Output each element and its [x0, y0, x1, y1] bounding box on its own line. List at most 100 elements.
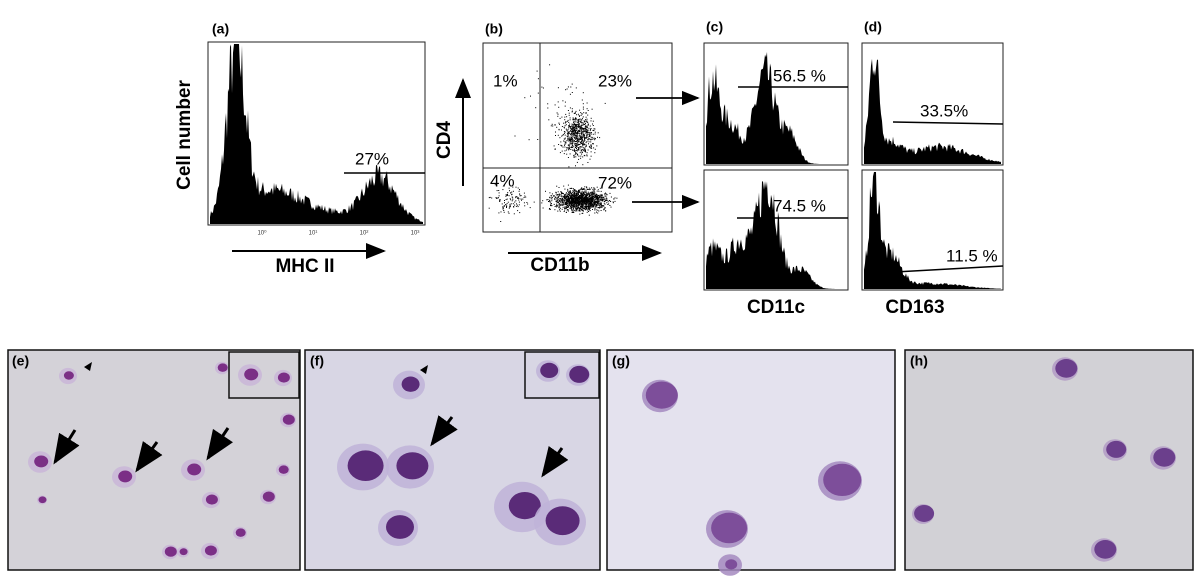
dot: [583, 136, 585, 138]
cells: [28, 357, 1176, 576]
dot: [580, 192, 582, 194]
dot: [590, 193, 592, 195]
dot: [551, 198, 553, 200]
dot: [566, 135, 568, 137]
dot: [559, 204, 561, 206]
dot: [594, 189, 595, 191]
dot: [600, 202, 602, 204]
dot: [574, 209, 576, 211]
dot: [586, 211, 588, 213]
dot: [573, 197, 575, 199]
dot: [582, 208, 584, 210]
dot: [590, 191, 592, 193]
dot: [576, 210, 578, 212]
dot: [571, 137, 573, 139]
nucleus: [235, 528, 246, 537]
dot: [588, 214, 590, 216]
dot: [596, 204, 598, 206]
dot: [575, 138, 577, 140]
dot: [568, 204, 570, 206]
dot: [578, 147, 580, 149]
dot: [570, 207, 572, 209]
dot: [597, 197, 599, 199]
dot: [567, 144, 569, 146]
dot: [590, 155, 592, 157]
dot: [583, 150, 585, 152]
dot: [557, 205, 558, 207]
pointer-arrow: [206, 427, 233, 461]
dot: [589, 200, 590, 202]
dot: [600, 207, 602, 209]
dot: [586, 137, 588, 139]
dot: [571, 209, 573, 211]
dot: [568, 114, 570, 116]
dot: [503, 205, 505, 207]
dot: [595, 194, 596, 196]
dot: [579, 126, 580, 127]
dot: [563, 131, 565, 132]
dot: [568, 138, 570, 140]
dot: [581, 153, 583, 155]
dot: [590, 201, 592, 203]
dot: [558, 207, 560, 209]
dot: [603, 205, 605, 207]
dot: [592, 200, 594, 202]
dot: [573, 189, 575, 191]
dot: [594, 204, 596, 206]
dot: [572, 124, 574, 126]
dot: [584, 194, 586, 195]
panel-label: (b): [485, 21, 503, 37]
dot: [559, 210, 561, 212]
nucleus: [38, 496, 47, 504]
dot: [556, 204, 558, 206]
dot: [567, 119, 569, 121]
dot: [508, 207, 510, 209]
dot: [571, 111, 573, 113]
dot: [577, 147, 579, 148]
dot: [576, 148, 577, 149]
dot: [549, 64, 551, 66]
dot: [600, 201, 602, 203]
dot: [578, 198, 579, 200]
dot: [602, 200, 604, 202]
dot: [585, 203, 587, 205]
dot: [597, 199, 599, 201]
dot: [592, 194, 594, 196]
dot: [556, 201, 558, 203]
panel-label: (c): [706, 19, 723, 35]
dot: [577, 144, 579, 146]
dot: [583, 131, 585, 133]
dot: [572, 205, 574, 207]
dot: [590, 136, 592, 138]
dot: [601, 206, 602, 208]
dot: [584, 191, 586, 193]
histogram: [706, 181, 846, 289]
dot: [554, 209, 556, 211]
dot: [588, 127, 590, 129]
dot: [508, 212, 510, 214]
dot: [572, 133, 573, 135]
dot: [555, 200, 557, 202]
dot: [575, 193, 577, 194]
dot: [561, 135, 563, 137]
dot: [561, 200, 563, 201]
dot: [557, 210, 559, 212]
dot: [598, 194, 600, 196]
dot: [551, 197, 553, 198]
dot: [576, 143, 578, 145]
dot: [576, 208, 578, 210]
dot: [578, 199, 580, 201]
axis-label: MHC II: [275, 256, 334, 277]
dot: [585, 120, 587, 122]
dot: [578, 158, 580, 160]
gate-percent: 56.5 %: [773, 66, 826, 85]
dot: [591, 202, 593, 204]
dot: [590, 146, 592, 148]
dot: [572, 208, 574, 210]
dot: [569, 147, 571, 149]
dot: [572, 206, 574, 208]
dot: [600, 205, 602, 207]
dot: [584, 197, 586, 199]
dot: [566, 209, 568, 211]
dot: [570, 192, 572, 194]
